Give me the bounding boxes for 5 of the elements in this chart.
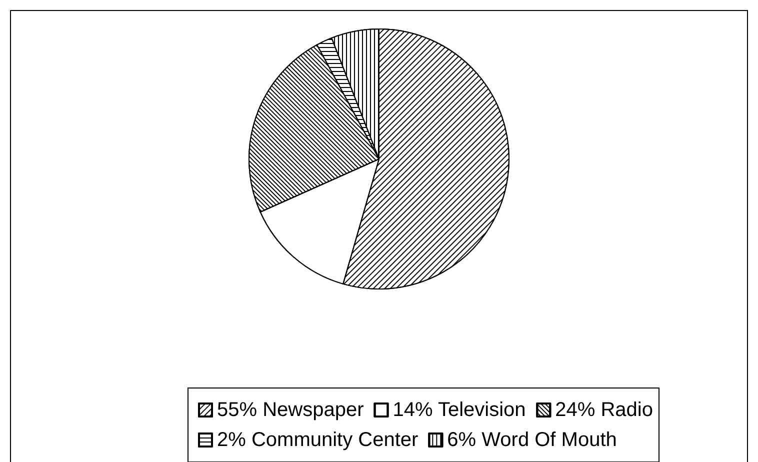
legend-label: 14% Television [392, 399, 526, 421]
legend-label: 2% Community Center [217, 429, 419, 451]
legend-label: 6% Word Of Mouth [447, 429, 617, 451]
legend-label: 24% Radio [555, 399, 653, 421]
legend-label: 55% Newspaper [217, 399, 364, 421]
